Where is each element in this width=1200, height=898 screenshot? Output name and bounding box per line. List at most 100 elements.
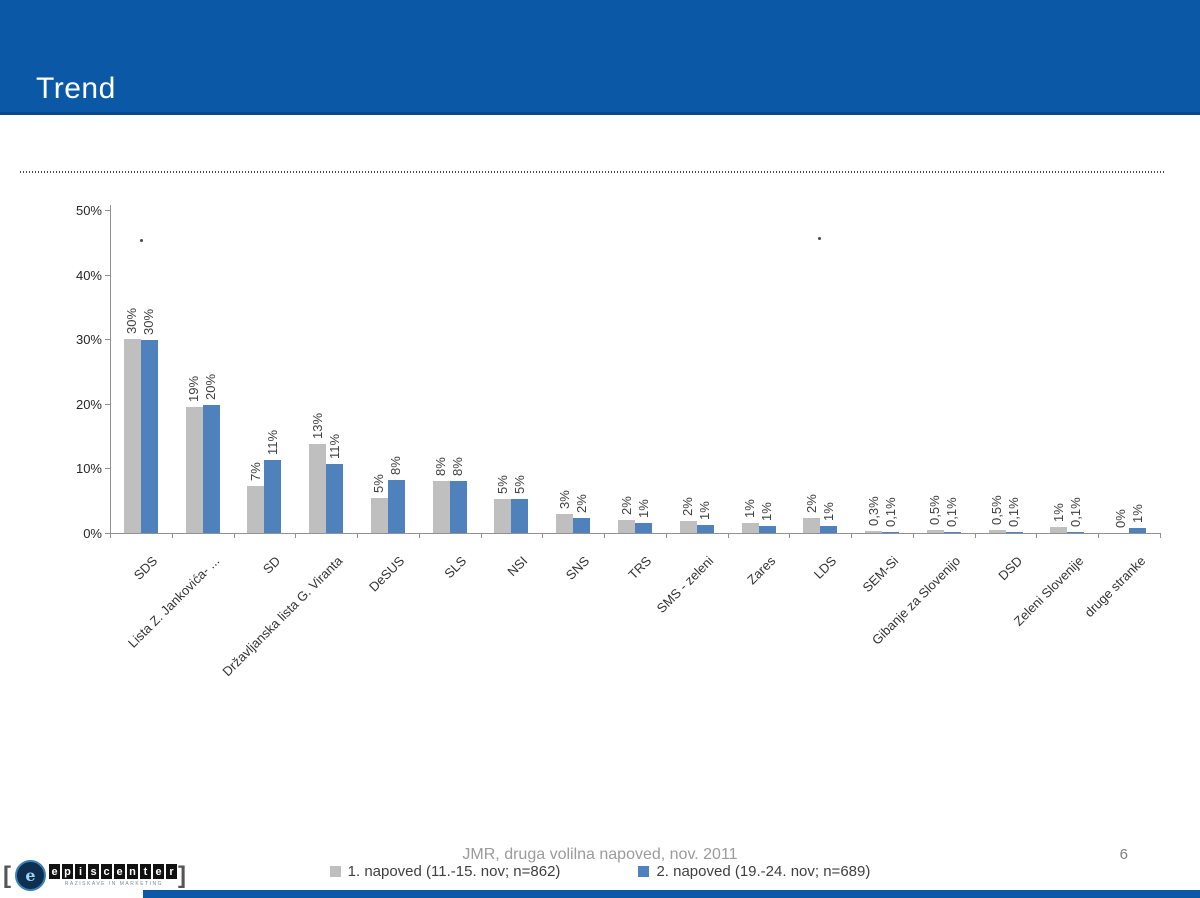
y-axis-label: 10% xyxy=(75,461,102,477)
footer-source-text: JMR, druga volilna napoved, nov. 2011 xyxy=(462,846,738,863)
stray-dot xyxy=(818,237,821,240)
value-label-series1: 5% xyxy=(371,474,387,494)
x-axis-tick xyxy=(727,533,729,538)
logo-letter: e xyxy=(114,864,125,879)
value-label-series2: 11% xyxy=(264,429,280,455)
bottom-accent-bar xyxy=(143,890,1200,898)
value-label-series1: 7% xyxy=(247,462,263,482)
x-axis-tick xyxy=(912,533,914,538)
x-axis-tick xyxy=(110,533,111,538)
logo-letter: r xyxy=(166,864,177,879)
x-axis-tick xyxy=(665,533,667,538)
logo-letter: t xyxy=(140,864,151,879)
value-label-series2: 5% xyxy=(511,474,527,494)
x-axis-tick xyxy=(233,533,235,538)
y-axis-tick xyxy=(105,403,110,405)
value-label-series1: 5% xyxy=(494,474,510,494)
value-label-series1: 0,5% xyxy=(989,495,1005,525)
y-axis-tick xyxy=(105,210,110,211)
chart-legend: 1. napoved (11.-15. nov; n=862) 2. napov… xyxy=(20,863,1180,880)
value-label-series2: 0,1% xyxy=(1006,497,1022,528)
bar-series2 xyxy=(202,405,220,533)
bar-series2 xyxy=(1067,532,1085,533)
value-label-series2: 20% xyxy=(203,374,219,401)
value-label-series1: 30% xyxy=(124,308,140,335)
bar-series2 xyxy=(140,340,158,533)
y-axis-line xyxy=(110,205,111,533)
value-label-series1: 2% xyxy=(680,497,696,517)
x-axis-tick xyxy=(480,533,482,538)
x-axis-tick xyxy=(604,533,606,538)
bar-series2 xyxy=(820,525,838,533)
value-label-series2: 2% xyxy=(573,494,589,514)
x-axis-tick xyxy=(789,533,791,538)
logo-letter: e xyxy=(153,864,164,879)
x-axis-tick xyxy=(1036,533,1038,538)
slide-header: Trend xyxy=(0,0,1200,115)
y-axis-tick xyxy=(105,339,110,341)
bar-series1 xyxy=(370,498,388,533)
legend-item-series1: 1. napoved (11.-15. nov; n=862) xyxy=(329,863,561,880)
bar-series1 xyxy=(494,498,512,533)
value-label-series1: 3% xyxy=(556,489,572,509)
logo-letter: e xyxy=(49,864,60,879)
logo-circle-letter: e xyxy=(25,866,36,885)
bar-series1 xyxy=(803,518,821,533)
value-label-series2: 8% xyxy=(450,457,466,477)
bar-series2 xyxy=(696,525,714,533)
legend-label-series1: 1. napoved (11.-15. nov; n=862) xyxy=(347,863,561,880)
x-axis-tick xyxy=(542,533,544,538)
page-title: Trend xyxy=(36,72,116,105)
logo-letter: n xyxy=(127,864,138,879)
legend-swatch-series2 xyxy=(638,866,650,877)
legend-label-series2: 2. napoved (19.-24. nov; n=689) xyxy=(656,863,871,880)
dotted-separator xyxy=(20,171,1165,173)
bar-series2 xyxy=(943,532,961,533)
logo-letter: s xyxy=(88,864,99,879)
bar-series1 xyxy=(741,523,759,533)
y-axis-label: 20% xyxy=(75,396,102,412)
value-label-series2: 1% xyxy=(820,502,836,521)
bar-series1 xyxy=(618,520,635,533)
value-label-series2: 1% xyxy=(697,501,713,521)
x-axis-line xyxy=(110,533,1160,534)
value-label-series1: 0,5% xyxy=(927,495,943,525)
bar-series2 xyxy=(1005,532,1023,533)
logo-letter: p xyxy=(62,864,73,879)
x-axis-tick xyxy=(851,533,853,538)
y-axis-label: 40% xyxy=(75,267,102,283)
y-axis-label: 30% xyxy=(75,332,102,348)
bar-series1 xyxy=(123,339,141,533)
logo-tagline: RAZISKAVE IN MARKETING xyxy=(64,881,163,887)
bar-series1 xyxy=(865,531,883,533)
bar-series1 xyxy=(556,513,574,533)
bar-series1 xyxy=(247,486,265,533)
x-axis-tick xyxy=(1160,533,1161,538)
bar-series2 xyxy=(511,498,529,533)
y-axis-tick xyxy=(105,274,110,276)
x-axis-tick xyxy=(171,533,173,538)
bar-series2 xyxy=(326,463,344,533)
logo-letter: c xyxy=(101,864,112,879)
y-axis-tick xyxy=(105,533,110,534)
value-label-series1: 0% xyxy=(1112,509,1128,528)
bar-series2 xyxy=(573,518,591,533)
value-label-series1: 8% xyxy=(433,457,449,477)
bar-series2 xyxy=(1129,527,1147,533)
value-label-series2: 1% xyxy=(759,502,775,521)
value-label-series1: 19% xyxy=(186,375,202,403)
bar-series2 xyxy=(264,460,282,533)
stray-dot xyxy=(140,239,143,242)
bar-series2 xyxy=(882,532,900,533)
x-axis-tick xyxy=(418,533,420,538)
bar-series2 xyxy=(635,523,652,533)
value-label-series1: 13% xyxy=(309,413,325,440)
logo-bracket-right: ] xyxy=(178,861,186,889)
value-label-series1: 0,3% xyxy=(865,496,881,527)
value-label-series2: 1% xyxy=(635,499,651,519)
bar-series2 xyxy=(387,480,405,533)
x-axis-tick xyxy=(974,533,976,538)
